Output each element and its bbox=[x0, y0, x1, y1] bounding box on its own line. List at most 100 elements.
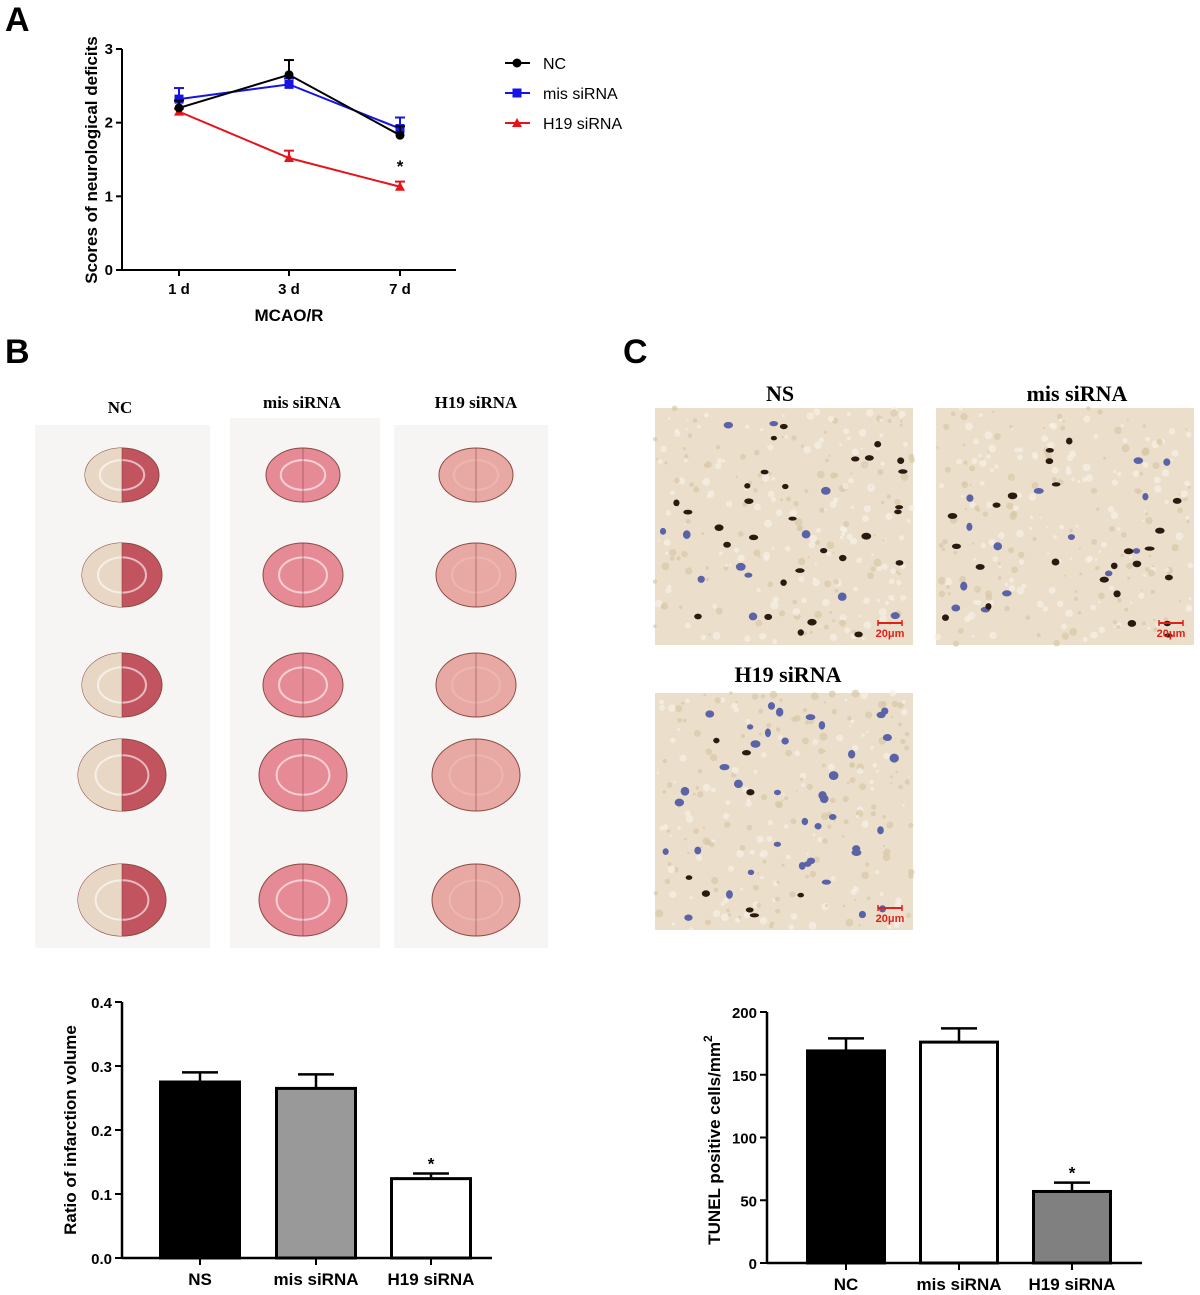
tissue-texture bbox=[1186, 606, 1190, 610]
data-point bbox=[284, 79, 294, 89]
nucleus-blue bbox=[680, 786, 690, 796]
tissue-texture bbox=[756, 835, 764, 844]
tunel-positive-cell bbox=[951, 543, 961, 549]
tissue-texture bbox=[744, 488, 748, 492]
tissue-texture bbox=[1124, 607, 1129, 612]
tissue-texture bbox=[757, 473, 762, 478]
tissue-texture bbox=[900, 472, 909, 481]
nucleus-blue bbox=[818, 791, 827, 800]
tunel-positive-cell bbox=[764, 613, 773, 621]
tissue-texture bbox=[665, 551, 669, 556]
tissue-texture bbox=[666, 782, 673, 788]
tissue-texture bbox=[831, 709, 837, 715]
tissue-texture bbox=[1095, 565, 1100, 571]
tissue-texture bbox=[890, 715, 894, 719]
tissue-texture bbox=[906, 913, 912, 919]
tissue-texture bbox=[876, 566, 882, 572]
tissue-texture bbox=[834, 588, 839, 593]
tissue-texture bbox=[771, 547, 775, 550]
tissue-texture bbox=[745, 718, 751, 724]
tissue-texture bbox=[1109, 525, 1115, 532]
tissue-texture bbox=[762, 551, 771, 560]
tissue-texture bbox=[953, 550, 958, 555]
tissue-texture bbox=[1113, 625, 1116, 629]
tissue-texture bbox=[817, 837, 823, 843]
tissue-texture bbox=[678, 477, 686, 485]
tissue-texture bbox=[683, 458, 688, 463]
tissue-texture bbox=[761, 474, 770, 482]
tissue-texture bbox=[716, 458, 723, 464]
tissue-texture bbox=[1018, 559, 1025, 565]
tunel-positive-cell bbox=[851, 456, 860, 462]
tissue-texture bbox=[1142, 621, 1146, 626]
tissue-texture bbox=[898, 535, 905, 541]
nucleus-blue bbox=[1033, 488, 1044, 494]
tissue-texture bbox=[1004, 582, 1009, 587]
tissue-texture bbox=[1087, 555, 1094, 562]
tissue-texture bbox=[772, 596, 779, 603]
tissue-texture bbox=[1185, 431, 1192, 438]
tissue-texture bbox=[870, 566, 876, 572]
tunel-positive-cell bbox=[713, 737, 720, 744]
tissue-texture bbox=[950, 411, 956, 417]
scale-bar-label: 20μm bbox=[1157, 628, 1186, 640]
tissue-texture bbox=[877, 469, 884, 476]
tunel-positive-cell bbox=[1172, 497, 1182, 504]
y-tick-label: 2 bbox=[105, 115, 113, 132]
tissue-texture bbox=[656, 458, 659, 461]
tissue-texture bbox=[766, 722, 772, 728]
tissue-texture bbox=[977, 453, 982, 458]
tissue-texture bbox=[669, 737, 676, 744]
tissue-texture bbox=[1145, 512, 1149, 516]
tissue-texture bbox=[860, 461, 869, 469]
tissue-texture bbox=[726, 908, 730, 913]
tissue-texture bbox=[984, 431, 993, 440]
tissue-texture bbox=[1185, 428, 1188, 431]
tissue-texture bbox=[1143, 510, 1146, 513]
tissue-texture bbox=[760, 876, 764, 880]
tissue-texture bbox=[848, 477, 855, 484]
y-tick-label: 100 bbox=[732, 1131, 757, 1148]
tissue-texture bbox=[830, 876, 836, 881]
tissue-texture bbox=[678, 605, 683, 609]
tissue-texture bbox=[902, 803, 905, 807]
tissue-texture bbox=[697, 791, 704, 798]
tissue-texture bbox=[740, 733, 745, 739]
tissue-texture bbox=[823, 749, 826, 753]
tissue-texture bbox=[759, 427, 764, 432]
tissue-texture bbox=[685, 567, 693, 575]
tissue-texture bbox=[1062, 420, 1065, 423]
tissue-texture bbox=[936, 446, 939, 449]
nucleus-blue bbox=[803, 861, 812, 867]
tissue-texture bbox=[760, 481, 763, 484]
tissue-texture bbox=[818, 748, 825, 755]
nucleus-blue bbox=[747, 869, 755, 876]
tissue-texture bbox=[1056, 600, 1064, 608]
line-chart-ylabel: Scores of neurological deficits bbox=[82, 36, 101, 284]
significance-star: * bbox=[397, 157, 404, 176]
tissue-texture bbox=[735, 700, 738, 704]
x-tick-label: 1 d bbox=[168, 281, 190, 298]
tissue-texture bbox=[812, 739, 818, 745]
tissue-texture bbox=[959, 575, 967, 583]
nucleus-blue bbox=[705, 710, 715, 718]
tissue-texture bbox=[1075, 524, 1079, 528]
tissue-texture bbox=[1143, 573, 1147, 578]
tissue-texture bbox=[898, 722, 902, 727]
tissue-texture bbox=[702, 477, 711, 486]
tissue-texture bbox=[887, 924, 892, 929]
tissue-texture bbox=[1147, 569, 1156, 577]
tissue-texture bbox=[669, 548, 677, 557]
tissue-texture bbox=[686, 419, 689, 422]
legend-label: mis siRNA bbox=[543, 86, 618, 103]
tissue-texture bbox=[758, 708, 764, 714]
tissue-texture bbox=[1127, 576, 1131, 580]
tissue-texture bbox=[1175, 532, 1184, 541]
tissue-texture bbox=[1145, 436, 1151, 442]
tissue-texture bbox=[823, 508, 827, 511]
tissue-texture bbox=[745, 424, 750, 429]
nucleus-blue bbox=[775, 707, 784, 717]
tissue-texture bbox=[1171, 449, 1179, 457]
tissue-texture bbox=[1144, 566, 1150, 572]
